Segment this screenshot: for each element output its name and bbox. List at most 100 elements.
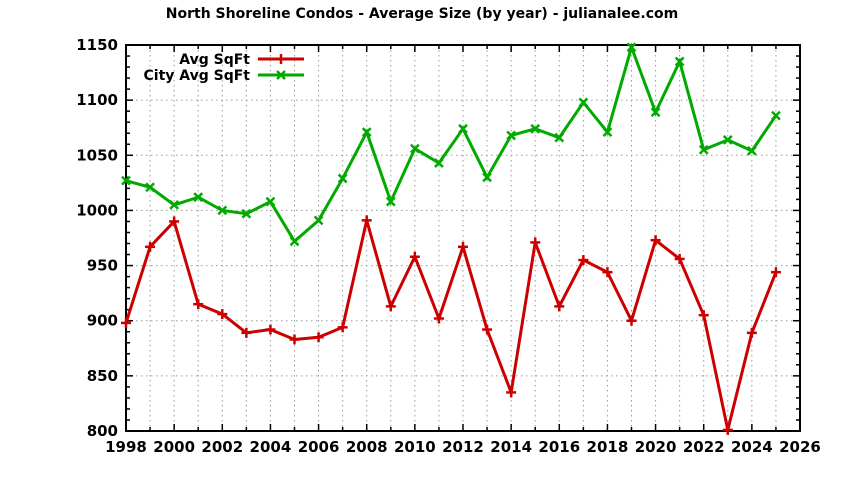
marker-stroke [771, 110, 781, 121]
data-point-city-avg-sqft [626, 42, 637, 53]
data-point-avg-sqft [578, 255, 589, 266]
marker-stroke [674, 56, 685, 67]
data-point-city-avg-sqft [698, 144, 709, 155]
marker-stroke [746, 145, 757, 156]
marker-stroke [578, 97, 589, 108]
marker-stroke [458, 123, 468, 134]
data-point-city-avg-sqft [409, 143, 420, 154]
marker-stroke [385, 196, 396, 207]
marker-stroke [217, 205, 228, 216]
x-tick-label: 2006 [298, 438, 340, 456]
data-point-avg-sqft [361, 215, 372, 226]
data-point-city-avg-sqft [289, 236, 300, 247]
data-point-city-avg-sqft [434, 158, 444, 168]
data-point-avg-sqft [530, 237, 541, 248]
x-tick-label: 2010 [394, 438, 436, 456]
data-point-city-avg-sqft [674, 56, 685, 67]
x-tick-label: 2002 [201, 438, 243, 456]
marker-stroke [121, 175, 131, 186]
gridlines [126, 45, 800, 431]
data-point-avg-sqft [482, 324, 493, 335]
data-point-city-avg-sqft [217, 205, 228, 216]
data-point-avg-sqft [698, 310, 709, 321]
marker-stroke [276, 70, 286, 80]
x-tick-label: 2020 [635, 438, 677, 456]
plot-frame [125, 44, 801, 432]
data-point-avg-sqft [770, 267, 781, 278]
y-tick-label: 1150 [76, 36, 118, 54]
y-tick-label: 1000 [76, 201, 118, 219]
data-point-city-avg-sqft [530, 123, 541, 134]
data-point-avg-sqft [506, 387, 517, 398]
data-point-avg-sqft [193, 299, 204, 310]
data-point-city-avg-sqft [385, 196, 396, 207]
data-point-avg-sqft [313, 332, 324, 343]
data-point-city-avg-sqft [554, 132, 565, 143]
data-point-city-avg-sqft [578, 97, 589, 108]
marker-stroke [434, 158, 444, 168]
x-tick-label: 2026 [779, 438, 821, 456]
x-tick-label: 1998 [105, 438, 147, 456]
x-tick-label: 2000 [153, 438, 195, 456]
data-point-city-avg-sqft [361, 127, 372, 138]
marker-stroke [337, 173, 348, 184]
data-point-avg-sqft [674, 253, 685, 264]
y-tick-label: 1050 [76, 146, 118, 164]
marker-stroke [698, 144, 709, 155]
data-point-city-avg-sqft [193, 192, 204, 203]
marker-stroke [289, 236, 300, 247]
data-point-city-avg-sqft [506, 130, 517, 141]
marker-stroke [169, 200, 180, 210]
y-tick-label: 950 [87, 257, 118, 275]
data-point-city-avg-sqft [482, 172, 492, 183]
data-point-city-avg-sqft [458, 123, 468, 134]
marker-stroke [409, 143, 420, 154]
data-point-avg-sqft [650, 235, 661, 246]
marker-stroke [361, 127, 372, 138]
series-avg-sqft [121, 215, 781, 435]
data-point-city-avg-sqft [169, 200, 180, 210]
data-point-avg-sqft [265, 324, 276, 335]
data-point-avg-sqft [121, 317, 131, 328]
legend-marker [276, 54, 286, 64]
data-point-city-avg-sqft [602, 127, 613, 138]
legend-entry-avg-sqft: Avg SqFt [179, 52, 304, 68]
axis-ticks [125, 44, 801, 432]
data-point-city-avg-sqft [121, 175, 131, 186]
y-tick-label: 1100 [76, 91, 118, 109]
x-tick-label: 2008 [346, 438, 388, 456]
x-tick-label: 2022 [683, 438, 725, 456]
marker-stroke [530, 123, 541, 134]
x-tick-label: 2016 [538, 438, 580, 456]
y-tick-label: 900 [87, 312, 118, 330]
legend-label: Avg SqFt [179, 52, 250, 68]
data-point-city-avg-sqft [313, 215, 324, 226]
marker-stroke [626, 42, 637, 53]
x-tick-label: 2018 [587, 438, 629, 456]
data-point-avg-sqft [217, 309, 228, 320]
marker-stroke [722, 134, 733, 145]
marker-stroke [193, 192, 204, 203]
marker-stroke [650, 107, 661, 118]
data-point-city-avg-sqft [746, 145, 757, 156]
data-point-city-avg-sqft [771, 110, 781, 121]
data-point-city-avg-sqft [650, 107, 661, 118]
marker-stroke [602, 127, 613, 138]
data-point-avg-sqft [602, 267, 613, 278]
data-point-city-avg-sqft [337, 173, 348, 184]
data-point-avg-sqft [458, 241, 468, 252]
data-point-city-avg-sqft [265, 196, 276, 207]
data-point-avg-sqft [433, 313, 444, 324]
data-point-avg-sqft [241, 327, 252, 338]
data-point-city-avg-sqft [241, 208, 252, 219]
y-tick-label: 800 [87, 422, 118, 440]
data-point-avg-sqft [145, 241, 156, 252]
data-point-avg-sqft [554, 301, 565, 312]
x-tick-label: 2012 [442, 438, 484, 456]
marker-stroke [313, 215, 324, 226]
data-point-avg-sqft [722, 424, 733, 435]
marker-stroke [265, 196, 276, 207]
x-tick-label: 2024 [731, 438, 773, 456]
